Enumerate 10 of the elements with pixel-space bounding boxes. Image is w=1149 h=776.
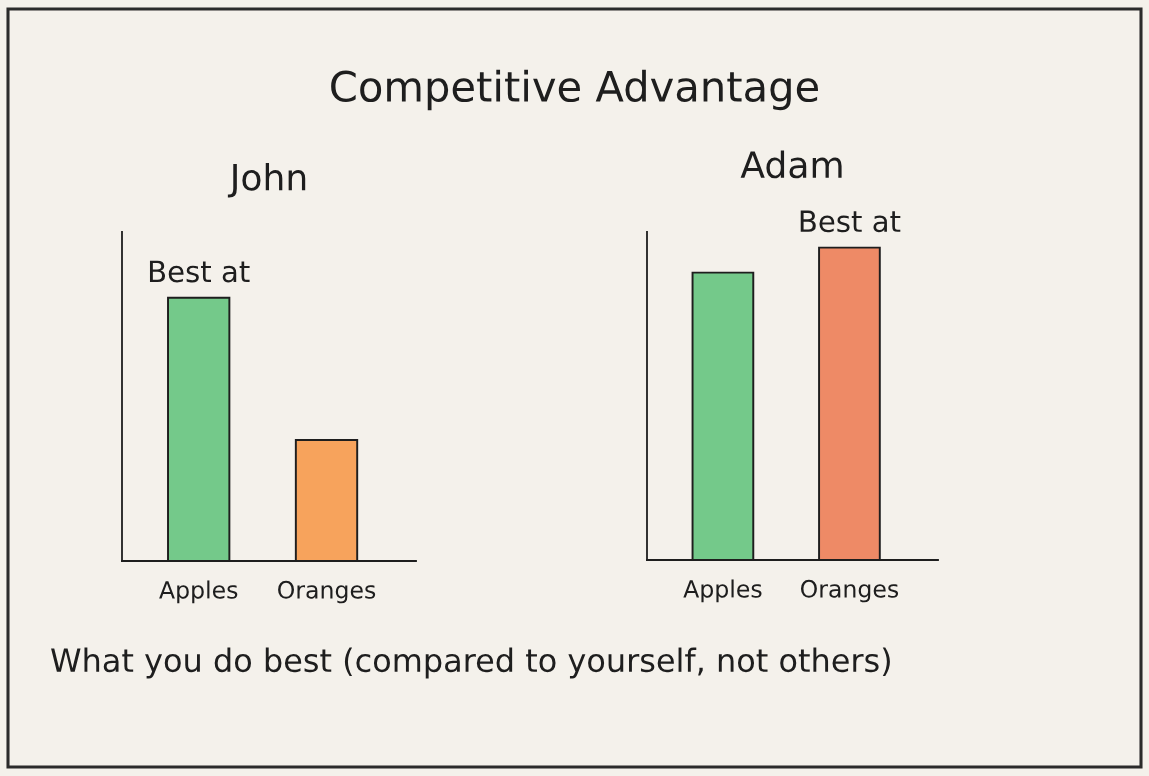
text: What you do best (compared to yourself, not others) xyxy=(51,647,890,679)
chart-title: Adam xyxy=(740,150,842,179)
annotation: Best at xyxy=(149,260,250,283)
x-tick-label: Apples xyxy=(683,579,762,603)
annotation: Best at xyxy=(800,210,901,233)
text: Competitive Advantage xyxy=(331,69,818,111)
x-tick-label: Oranges xyxy=(278,580,376,604)
x-tick-label: Oranges xyxy=(800,579,899,603)
x-tick-label: Apples xyxy=(159,580,238,604)
chart-title: John xyxy=(227,162,306,198)
